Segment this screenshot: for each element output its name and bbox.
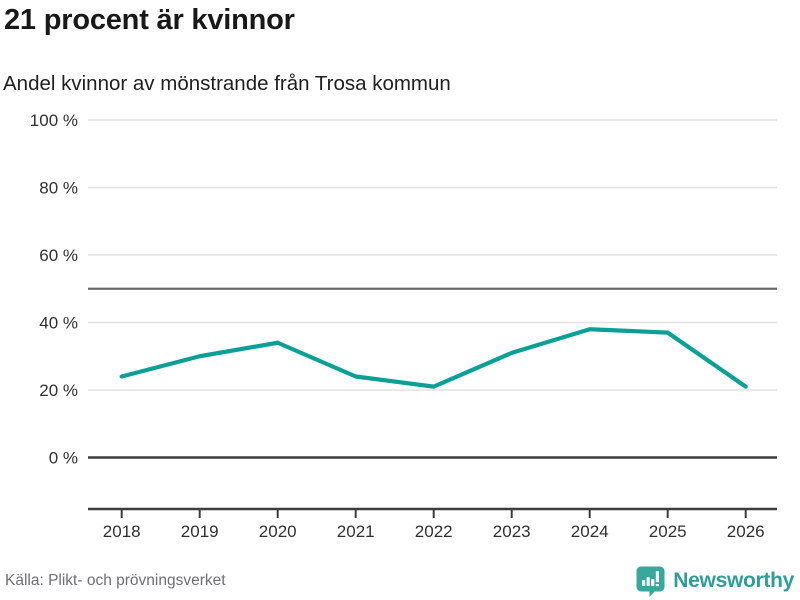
x-axis-tick-label: 2022 xyxy=(415,522,453,541)
x-axis-tick-label: 2019 xyxy=(181,522,219,541)
x-axis-tick-label: 2020 xyxy=(259,522,297,541)
chart-title: 21 procent är kvinnor xyxy=(4,4,295,36)
newsworthy-icon xyxy=(636,566,665,597)
x-axis-tick-label: 2026 xyxy=(727,522,765,541)
y-axis-tick-label: 80 % xyxy=(39,179,78,198)
source-note: Källa: Plikt- och prövningsverket xyxy=(5,572,226,589)
x-axis-tick-label: 2024 xyxy=(571,522,609,541)
y-axis-tick-label: 20 % xyxy=(39,381,78,400)
y-axis-tick-label: 60 % xyxy=(39,246,78,265)
y-axis-tick-label: 0 % xyxy=(49,449,78,468)
x-axis-tick-label: 2023 xyxy=(493,522,531,541)
chart-subtitle: Andel kvinnor av mönstrande från Trosa k… xyxy=(3,72,451,95)
x-axis-tick-label: 2021 xyxy=(337,522,375,541)
bar-chart-glyph xyxy=(642,570,660,586)
newsworthy-logo[interactable]: Newsworthy xyxy=(636,566,794,597)
chart-footer: Källa: Plikt- och prövningsverket Newswo… xyxy=(0,562,800,600)
line-series xyxy=(119,327,748,389)
x-axis-tick-label: 2025 xyxy=(649,522,687,541)
y-axis-tick-label: 100 % xyxy=(30,111,78,130)
x-axis-tick-label: 2018 xyxy=(103,522,141,541)
newsworthy-wordmark: Newsworthy xyxy=(673,569,794,592)
y-axis-tick-label: 40 % xyxy=(39,314,78,333)
